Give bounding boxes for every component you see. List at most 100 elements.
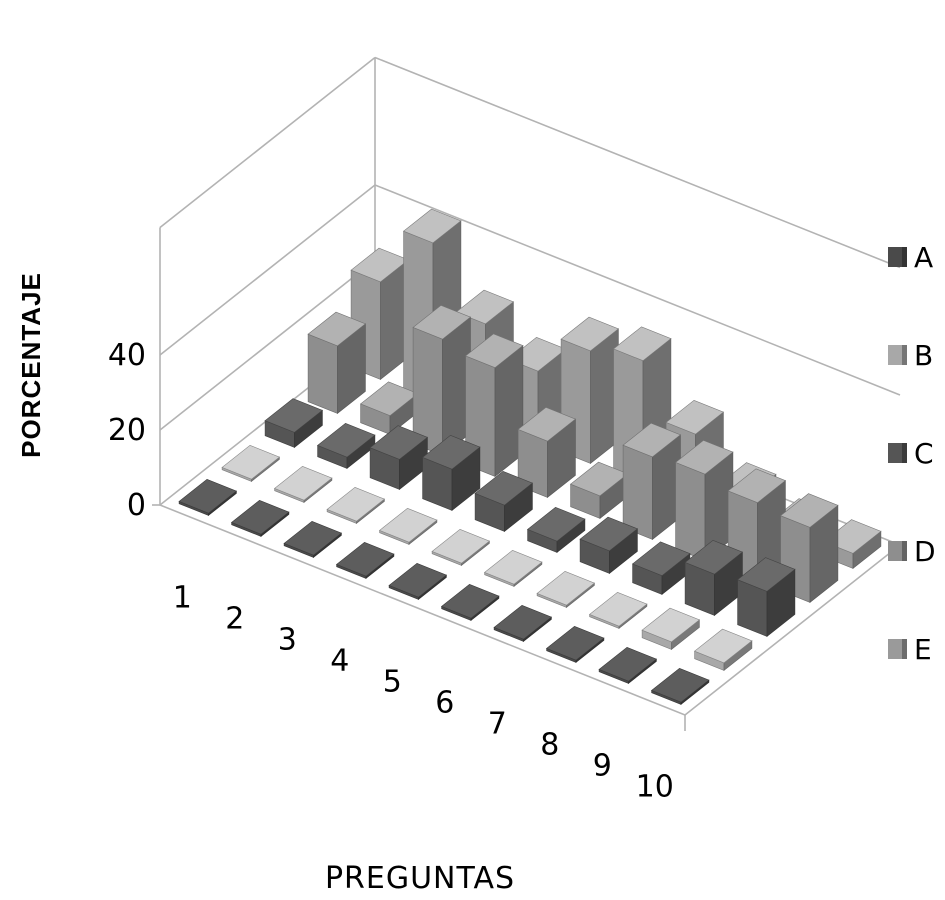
bar-A-8 [546,625,605,664]
x-tick-label: 1 [173,581,192,616]
bar-B-6 [484,549,543,588]
legend-label: A [914,241,933,274]
legend-label: D [914,535,936,568]
bar-face-top [274,465,333,501]
bar-face-top [221,444,280,480]
bar-face-top [264,398,323,433]
bar-face-top [622,422,681,458]
bar-face-top [598,646,657,682]
bar-B-4 [379,507,438,546]
bar-face-top [231,499,290,535]
bar-face-top [651,667,710,703]
bar-face-top [336,541,395,577]
legend-swatch-side [902,541,907,561]
chart-bars [178,208,882,706]
bar-face-top [560,316,619,352]
bar-A-2 [231,499,290,538]
bar-E-5 [560,316,619,465]
x-tick-label: 5 [383,665,402,700]
bar-face-top [465,333,524,369]
bar-A-5 [388,562,447,601]
legend-label: B [914,339,933,372]
legend-swatch-side [902,247,907,267]
bar-face-top [412,304,471,340]
bar-B-3 [326,486,385,525]
bar-A-6 [441,583,500,622]
x-tick-label: 2 [225,602,244,637]
bar-face-top [317,422,376,458]
bar-B-5 [431,528,490,567]
bar-face-top [455,289,514,325]
bar-D-7 [622,422,681,541]
legend-label: E [914,633,932,666]
bar-D-6 [570,461,629,520]
legend-item-B: B [888,339,933,372]
bar-face-top [727,468,786,504]
wall-line [374,56,901,269]
bar-face-front [675,461,706,561]
bar-face-top [694,628,753,664]
bar-B-8 [589,591,648,630]
bar-face-top [536,570,595,606]
bar-A-7 [493,604,552,643]
chart-legend: A B C D E [888,241,936,666]
bar-D-3 [412,304,471,457]
legend-swatch [888,541,902,561]
bar-D-2 [360,381,419,436]
bar-face-top [431,528,490,564]
bar-A-3 [283,520,342,559]
legend-swatch-side [902,443,907,463]
x-tick-label: 3 [278,623,297,658]
x-tick-label: 4 [330,644,349,679]
x-tick-label: 9 [593,749,612,784]
bar-C-6 [527,506,586,554]
bar-face-top [665,399,724,435]
bar-face-top [474,470,533,506]
legend-swatch [888,443,902,463]
bar-face-top [527,506,586,542]
x-tick-label: 8 [540,728,559,763]
x-tick-label: 7 [488,707,507,742]
bar-face-top [178,478,237,514]
bar-A-9 [598,646,657,685]
legend-swatch [888,345,902,365]
bar-face-top [517,406,576,442]
bar-A-4 [336,541,395,580]
bar-face-top [589,591,648,627]
bar-D-5 [517,406,576,499]
legend-item-C: C [888,437,934,470]
bar-D-10 [780,493,839,604]
bar-face-front [307,333,338,414]
bar-face-top [579,516,638,552]
legend-swatch [888,639,902,659]
bar-D-8 [675,439,734,562]
y-tick-label: 40 [108,338,146,373]
legend-swatch [888,247,902,267]
bar-C-5 [474,470,533,533]
bar-face-top [326,486,385,522]
bar-face-top [613,326,672,362]
bar-C-8 [632,541,691,596]
bar-A-1 [178,478,237,517]
bar-face-top [675,439,734,475]
bar-C-1 [264,398,323,449]
bar-face-top [379,507,438,543]
bar-D-4 [465,333,524,478]
bar-face-top [422,434,481,470]
legend-item-E: E [888,633,932,666]
bar-C-4 [422,434,481,512]
bar-C-7 [579,516,638,575]
wall-line [374,184,901,396]
bar-face-top [737,557,796,592]
legend-item-A: A [888,241,933,274]
bar-B-10 [694,628,753,672]
bar-face-top [780,493,839,528]
bar-face-top [307,311,366,347]
bar-B-2 [274,465,333,504]
bar-face-top [641,607,700,643]
wall-line [159,56,376,229]
bar-B-1 [221,444,280,483]
bar-face-top [369,425,428,460]
